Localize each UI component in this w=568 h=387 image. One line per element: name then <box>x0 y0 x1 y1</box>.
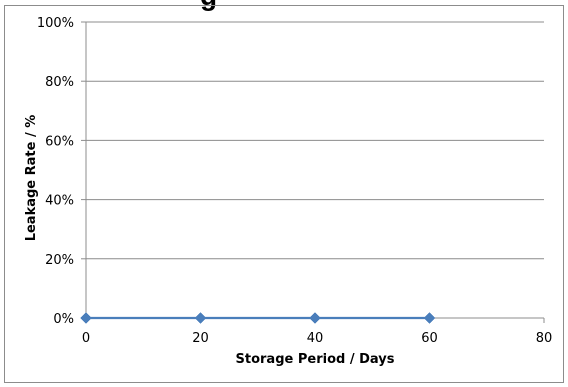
y-axis-title: Leakage Rate / % <box>24 115 39 242</box>
data-point-marker <box>309 312 321 324</box>
x-tick-label: 0 <box>82 331 90 346</box>
x-tick-label: 40 <box>307 331 324 346</box>
data-point-marker <box>194 312 207 324</box>
y-tick-labels: 0% 20% 40% 60% 80% 100% <box>37 16 86 327</box>
chart-area <box>4 5 564 383</box>
x-tick-labels: 0 20 40 60 80 <box>82 318 552 346</box>
x-tick-label: 80 <box>536 331 553 346</box>
data-point-marker <box>80 312 92 324</box>
y-tick-label: 80% <box>45 75 74 90</box>
x-tick-label: 60 <box>421 331 438 346</box>
x-axis-title: Storage Period / Days <box>236 352 395 367</box>
y-tick-label: 100% <box>37 16 74 31</box>
series-group <box>80 312 436 324</box>
y-tick-label: 20% <box>45 253 74 268</box>
y-tick-label: 40% <box>45 194 74 209</box>
x-tick-label: 20 <box>192 331 209 346</box>
y-tick-label: 0% <box>53 312 74 327</box>
data-point-marker <box>423 312 436 324</box>
gridlines <box>86 21 544 260</box>
y-tick-label: 60% <box>45 134 74 149</box>
